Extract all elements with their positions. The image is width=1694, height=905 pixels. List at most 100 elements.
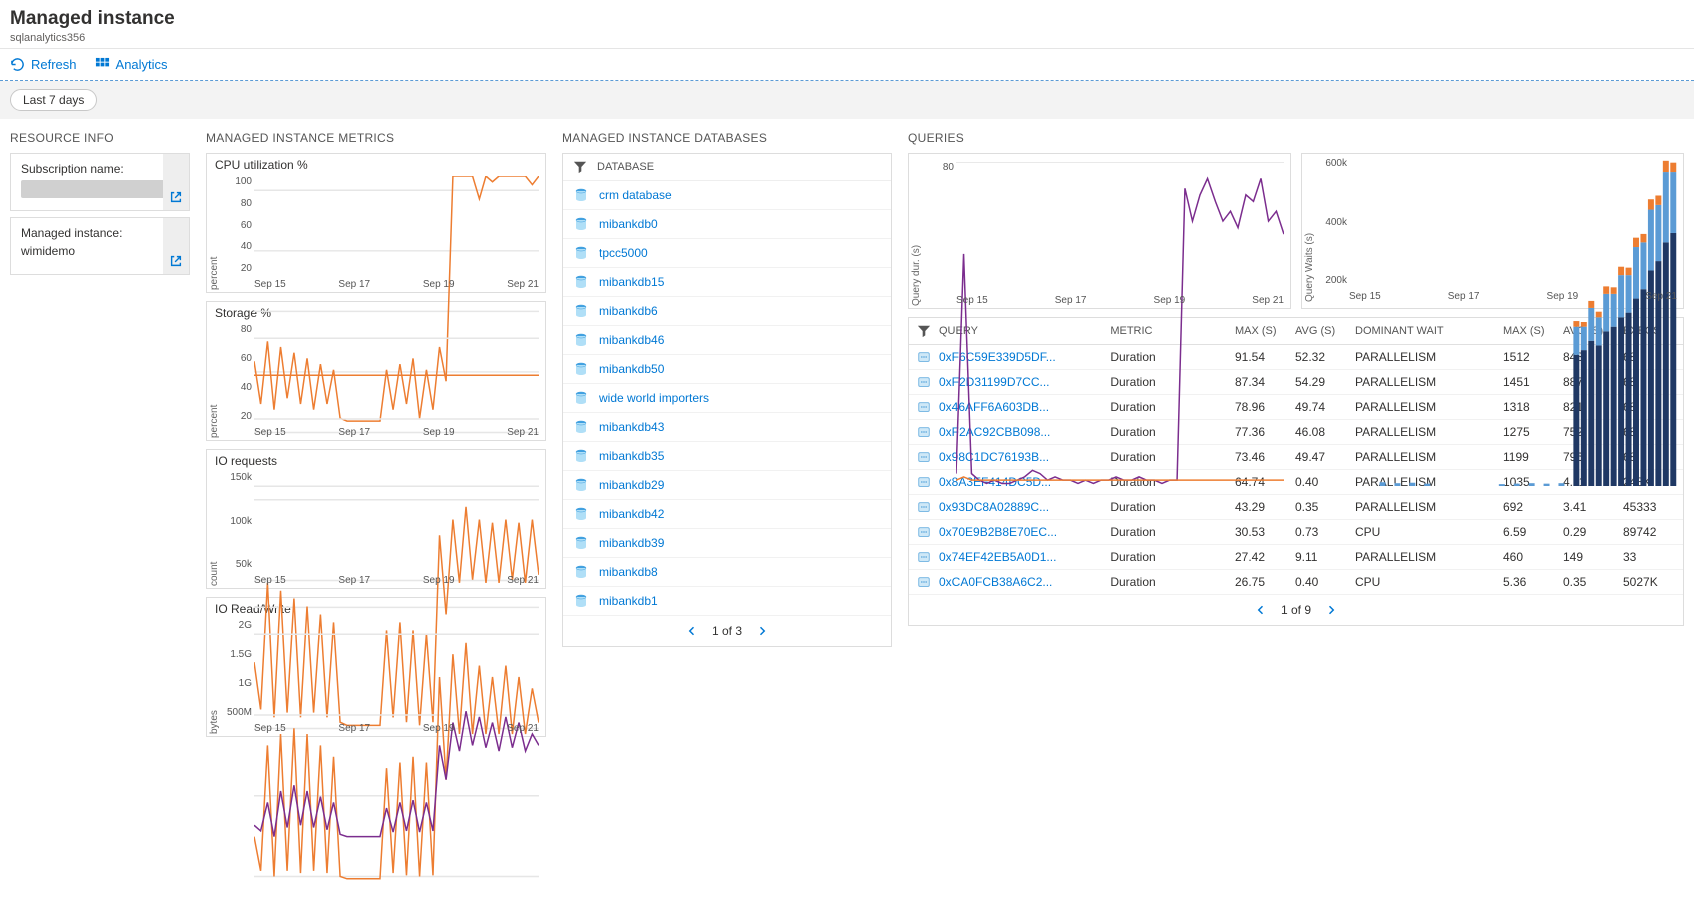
query-avg: 9.11 [1291, 550, 1351, 564]
filter-icon[interactable] [917, 324, 931, 338]
database-row[interactable]: mibankdb8 [563, 558, 891, 587]
database-icon [573, 216, 589, 232]
metrics-title: MANAGED INSTANCE METRICS [206, 131, 546, 145]
filter-icon[interactable] [573, 160, 587, 174]
x-axis-ticks: Sep 15Sep 17Sep 19Sep 21 [254, 723, 539, 734]
query-id[interactable]: 0xCA0FCB38A6C2... [935, 575, 1106, 589]
database-icon [573, 593, 589, 609]
query-row[interactable]: 0xCA0FCB38A6C2... Duration 26.75 0.40 CP… [909, 570, 1683, 595]
storage-chart: Storage % percent 80604020 Sep 15Sep 17S… [206, 301, 546, 441]
external-link-icon [169, 190, 183, 204]
subscription-open-button[interactable] [163, 154, 189, 210]
toolbar: Refresh Analytics [0, 49, 1694, 81]
databases-pager-label: 1 of 3 [712, 624, 742, 638]
query-icon [917, 350, 931, 364]
database-name: mibankdb1 [599, 594, 658, 608]
database-row[interactable]: mibankdb29 [563, 471, 891, 500]
database-row[interactable]: tpcc5000 [563, 239, 891, 268]
query-wait-avg: 0.35 [1559, 575, 1619, 589]
database-name: mibankdb43 [599, 420, 664, 434]
metrics-column: MANAGED INSTANCE METRICS CPU utilization… [206, 131, 546, 745]
query-max: 43.29 [1231, 500, 1291, 514]
query-row[interactable]: 0x93DC8A02889C... Duration 43.29 0.35 PA… [909, 495, 1683, 520]
prev-page-icon[interactable] [1255, 604, 1267, 616]
query-max: 30.53 [1231, 525, 1291, 539]
refresh-label: Refresh [31, 57, 77, 72]
io-requests-chart: IO requests count 150k100k50k Sep 15Sep … [206, 449, 546, 589]
query-avg: 52.32 [1291, 350, 1351, 364]
time-range-pill[interactable]: Last 7 days [10, 89, 97, 111]
database-row[interactable]: mibankdb15 [563, 268, 891, 297]
query-waits-chart: Query Waits (s) 600k400k200k Sep 15Sep 1… [1301, 153, 1684, 309]
databases-list: DATABASE crm databasemibankdb0tpcc5000mi… [562, 153, 892, 647]
chart-svg [956, 162, 1284, 490]
next-page-icon[interactable] [1325, 604, 1337, 616]
database-name: mibankdb42 [599, 507, 664, 521]
query-duration-chart: Query dur. (s) 80 Sep 15Sep 17Sep 19Sep … [908, 153, 1291, 309]
analytics-button[interactable]: Analytics [95, 57, 168, 72]
query-execs: 33 [1619, 550, 1679, 564]
query-icon [917, 425, 931, 439]
database-row[interactable]: crm database [563, 181, 891, 210]
databases-title: MANAGED INSTANCE DATABASES [562, 131, 892, 145]
query-id[interactable]: 0x74EF42EB5A0D1... [935, 550, 1106, 564]
prev-page-icon[interactable] [686, 625, 698, 637]
database-icon [573, 564, 589, 580]
database-row[interactable]: mibankdb42 [563, 500, 891, 529]
query-row[interactable]: 0x74EF42EB5A0D1... Duration 27.42 9.11 P… [909, 545, 1683, 570]
query-avg: 0.35 [1291, 500, 1351, 514]
database-row[interactable]: mibankdb43 [563, 413, 891, 442]
col-avg-s: AVG (S) [1291, 325, 1351, 337]
resource-column: RESOURCE INFO Subscription name: Managed… [10, 131, 190, 281]
refresh-button[interactable]: Refresh [10, 57, 77, 72]
query-id[interactable]: 0x70E9B2B8E70EC... [935, 525, 1106, 539]
y-axis-ticks: 600k400k200k [1319, 158, 1349, 286]
subscription-label: Subscription name: [21, 162, 179, 176]
x-axis-ticks: Sep 15Sep 17Sep 19Sep 21 [254, 575, 539, 586]
database-name: mibankdb29 [599, 478, 664, 492]
database-icon [573, 506, 589, 522]
database-icon [573, 419, 589, 435]
databases-column: MANAGED INSTANCE DATABASES DATABASE crm … [562, 131, 892, 647]
queries-pager: 1 of 9 [909, 595, 1683, 625]
database-row[interactable]: mibankdb50 [563, 355, 891, 384]
database-icon [573, 535, 589, 551]
page-subtitle: sqlanalytics356 [10, 32, 1684, 44]
query-icon [917, 475, 931, 489]
database-row[interactable]: mibankdb39 [563, 529, 891, 558]
chart-svg [1349, 158, 1677, 486]
database-name: mibankdb35 [599, 449, 664, 463]
query-id[interactable]: 0x93DC8A02889C... [935, 500, 1106, 514]
io-readwrite-chart: IO Read/Write bytes 2G1.5G1G500M Sep 15S… [206, 597, 546, 737]
managed-instance-value: wimidemo [21, 244, 179, 258]
query-max: 26.75 [1231, 575, 1291, 589]
query-wait-avg: 0.29 [1559, 525, 1619, 539]
query-execs: 5027K [1619, 575, 1679, 589]
refresh-icon [10, 57, 25, 72]
query-avg: 0.40 [1291, 575, 1351, 589]
databases-pager: 1 of 3 [563, 616, 891, 646]
query-wait: CPU [1351, 525, 1499, 539]
database-row[interactable]: mibankdb35 [563, 442, 891, 471]
query-avg: 46.08 [1291, 425, 1351, 439]
queries-charts: Query dur. (s) 80 Sep 15Sep 17Sep 19Sep … [908, 153, 1684, 309]
query-row[interactable]: 0x70E9B2B8E70EC... Duration 30.53 0.73 C… [909, 520, 1683, 545]
database-row[interactable]: mibankdb0 [563, 210, 891, 239]
database-row[interactable]: mibankdb6 [563, 297, 891, 326]
y-axis-ticks: 80 [926, 162, 956, 290]
database-icon [573, 361, 589, 377]
database-name: mibankdb15 [599, 275, 664, 289]
analytics-label: Analytics [116, 57, 168, 72]
next-page-icon[interactable] [756, 625, 768, 637]
managed-instance-open-button[interactable] [163, 218, 189, 274]
database-icon [573, 187, 589, 203]
query-avg: 0.73 [1291, 525, 1351, 539]
managed-instance-label: Managed instance: [21, 226, 179, 240]
database-name: crm database [599, 188, 672, 202]
query-icon [917, 550, 931, 564]
database-name: mibankdb8 [599, 565, 658, 579]
database-row[interactable]: mibankdb46 [563, 326, 891, 355]
database-name: mibankdb50 [599, 362, 664, 376]
database-row[interactable]: mibankdb1 [563, 587, 891, 616]
database-row[interactable]: wide world importers [563, 384, 891, 413]
